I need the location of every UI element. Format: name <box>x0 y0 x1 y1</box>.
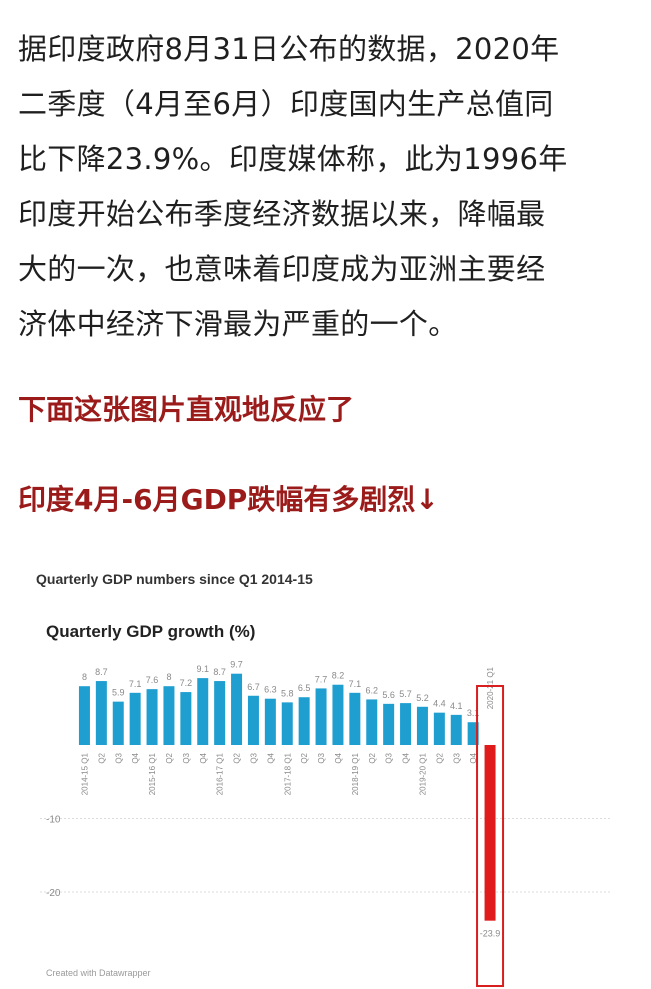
highlight-text-intro: 下面这张图片直观地反应了 <box>18 393 355 426</box>
bar <box>146 689 158 745</box>
x-tick-label: Q2 <box>368 752 377 763</box>
article-paragraph: 据印度政府8月31日公布的数据，2020年 二季度（4月至6月）印度国内生产总值… <box>18 22 638 352</box>
bar <box>400 703 412 745</box>
data-label: 5.8 <box>281 688 294 698</box>
data-label: 8 <box>82 672 87 682</box>
bar <box>129 692 141 745</box>
bar <box>416 706 428 745</box>
x-tick-label: 2020-21 Q1 <box>486 666 495 709</box>
bar <box>112 701 124 745</box>
data-label: 7.1 <box>129 679 142 689</box>
x-tick-label: 2019-20 Q1 <box>418 752 427 795</box>
x-tick-label: 2015-16 Q1 <box>148 752 157 795</box>
x-tick-label: 2018-19 Q1 <box>351 752 360 795</box>
data-label: 4.1 <box>450 701 463 711</box>
bar <box>264 698 276 745</box>
highlight-box <box>476 685 505 987</box>
data-label: 6.7 <box>247 682 260 692</box>
bar <box>214 681 226 745</box>
bar <box>78 686 90 745</box>
x-tick-labels: 2014-15 Q1 Q2 Q3 Q4 2015-16 Q1 Q2 Q3 Q4 2016-17 … <box>80 666 495 795</box>
x-tick-label: Q3 <box>182 752 191 763</box>
y-tick-label: -10 <box>46 815 61 826</box>
data-label: 7.1 <box>349 679 362 689</box>
bar <box>450 714 462 745</box>
bar <box>95 681 107 745</box>
x-tick-label: Q3 <box>452 752 461 763</box>
bar <box>197 678 209 745</box>
data-label: -23.9 <box>480 929 501 939</box>
x-tick-label: Q4 <box>199 752 208 763</box>
y-tick-label: -20 <box>46 888 61 899</box>
paragraph-line: 济体中经济下滑最为严重的一个。 <box>18 307 458 341</box>
gdp-bar-chart: Quarterly GDP numbers since Q1 2014-15 Q… <box>36 571 610 987</box>
y-tick-labels: -10 -20 <box>46 815 61 900</box>
x-tick-label: 2016-17 Q1 <box>216 752 225 795</box>
bar <box>281 702 293 745</box>
data-label: 4.4 <box>433 699 446 709</box>
highlight-text-gdp-drop: 印度4月-6月GDP跌幅有多剧烈↓ <box>18 483 439 516</box>
paragraph-line: 二季度（4月至6月）印度国内生产总值同 <box>18 87 554 121</box>
bar <box>467 722 479 745</box>
x-tick-label: 2017-18 Q1 <box>283 752 292 795</box>
bar <box>163 686 175 745</box>
data-labels: 8 8.7 5.9 7.1 7.6 8 7.29.1 8.7 9.7 6.7 6.3 5.8 6.5 7.… <box>82 660 500 939</box>
x-tick-label: Q4 <box>334 752 343 763</box>
bar <box>247 695 259 745</box>
data-label: 7.2 <box>180 678 193 688</box>
x-tick-label: Q4 <box>402 752 411 763</box>
x-tick-label: Q3 <box>317 752 326 763</box>
bar <box>349 692 361 745</box>
bar <box>180 692 192 745</box>
x-tick-label: Q4 <box>266 752 275 763</box>
data-label: 7.7 <box>315 674 328 684</box>
chart-title: Quarterly GDP growth (%) <box>46 622 255 641</box>
data-label: 5.9 <box>112 688 125 698</box>
x-tick-label: 2014-15 Q1 <box>80 752 89 795</box>
x-tick-label: Q2 <box>435 752 444 763</box>
gridlines <box>40 818 610 893</box>
x-tick-label: Q3 <box>114 752 123 763</box>
bars <box>78 673 496 921</box>
bar <box>332 684 344 745</box>
x-tick-label: Q2 <box>233 752 242 763</box>
data-label: 6.2 <box>365 685 378 695</box>
data-label: 9.7 <box>230 660 243 670</box>
x-tick-label: Q3 <box>385 752 394 763</box>
bar <box>433 712 445 745</box>
data-label: 5.7 <box>399 689 412 699</box>
data-label: 7.6 <box>146 675 159 685</box>
data-label: 9.1 <box>196 664 209 674</box>
bar <box>383 703 395 745</box>
x-tick-label: Q4 <box>131 752 140 763</box>
data-label: 3.1 <box>467 708 480 718</box>
x-tick-label: Q3 <box>249 752 258 763</box>
x-tick-label: Q4 <box>469 752 478 763</box>
chart-header: Quarterly GDP numbers since Q1 2014-15 <box>36 571 313 587</box>
data-label: 8.2 <box>332 671 345 681</box>
bar <box>231 673 243 745</box>
data-label: 8.7 <box>213 667 226 677</box>
bar <box>315 688 327 745</box>
data-label: 5.2 <box>416 693 429 703</box>
paragraph-line: 比下降23.9%。印度媒体称，此为1996年 <box>18 142 568 176</box>
article-body: 据印度政府8月31日公布的数据，2020年 二季度（4月至6月）印度国内生产总值… <box>18 22 638 352</box>
x-tick-label: Q2 <box>300 752 309 763</box>
bar <box>366 699 378 745</box>
data-label: 6.5 <box>298 683 311 693</box>
data-label: 5.6 <box>382 690 395 700</box>
x-tick-label: Q2 <box>97 752 106 763</box>
data-label: 6.3 <box>264 685 277 695</box>
data-label: 8.7 <box>95 667 108 677</box>
bar <box>484 745 496 921</box>
paragraph-line: 大的一次，也意味着印度成为亚洲主要经 <box>18 252 546 286</box>
gdp-chart-image: Quarterly GDP numbers since Q1 2014-15 Q… <box>0 555 651 989</box>
x-tick-label: Q2 <box>165 752 174 763</box>
paragraph-line: 据印度政府8月31日公布的数据，2020年 <box>18 32 560 66</box>
chart-footer: Created with Datawrapper <box>46 968 151 978</box>
bar <box>298 697 310 745</box>
paragraph-line: 印度开始公布季度经济数据以来，降幅最 <box>18 197 546 231</box>
data-label: 8 <box>166 672 171 682</box>
